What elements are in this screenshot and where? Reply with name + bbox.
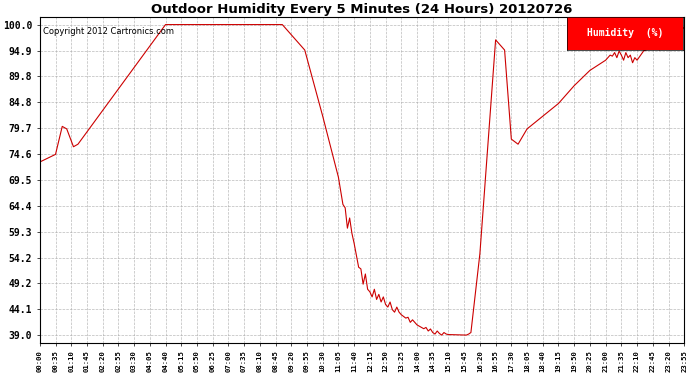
Title: Outdoor Humidity Every 5 Minutes (24 Hours) 20120726: Outdoor Humidity Every 5 Minutes (24 Hou… [151, 3, 573, 16]
Text: Copyright 2012 Cartronics.com: Copyright 2012 Cartronics.com [43, 27, 174, 36]
